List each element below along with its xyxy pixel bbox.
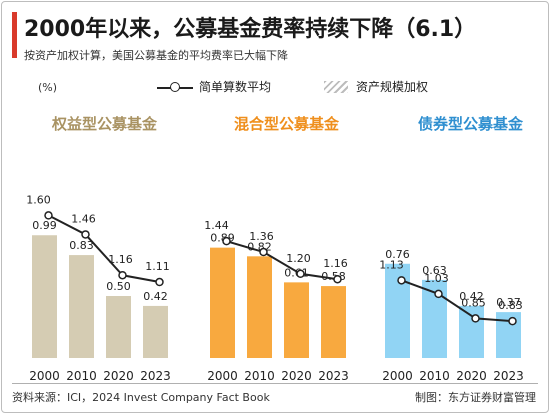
unit-label: (%) <box>38 81 58 94</box>
line-value-label: 1.44 <box>204 219 229 232</box>
bar-value-label: 0.76 <box>385 248 410 261</box>
bar <box>32 235 57 358</box>
x-tick-label: 2023 <box>493 369 524 383</box>
panel-title-hybrid: 混合型公募基金 <box>234 115 340 133</box>
x-tick-label: 2000 <box>382 369 413 383</box>
bar-value-label: 0.83 <box>69 239 94 252</box>
bar <box>496 312 521 358</box>
bar-value-label: 0.99 <box>32 219 57 232</box>
line-value-label: 1.03 <box>424 272 449 285</box>
x-tick-label: 2010 <box>419 369 450 383</box>
title-accent-bar <box>12 12 17 58</box>
legend-bar-label: 资产规模加权 <box>356 80 429 94</box>
line-point <box>296 269 305 279</box>
line-value-label: 1.20 <box>286 252 311 265</box>
line-point <box>434 289 443 299</box>
line-value-label: 1.16 <box>108 253 133 266</box>
bar <box>143 305 168 358</box>
line-value-label: 1.36 <box>249 230 274 243</box>
bar-value-label: 0.63 <box>422 264 447 277</box>
line-point <box>508 316 517 326</box>
panel-title-bond: 债券型公募基金 <box>418 115 524 133</box>
bar <box>459 305 484 358</box>
line-value-label: 0.85 <box>461 296 486 309</box>
bar-value-label: 0.37 <box>496 296 521 309</box>
bar-value-label: 0.42 <box>459 290 484 303</box>
line-marker-icon <box>157 81 193 93</box>
footer-source: 资料来源：ICI，2024 Invest Company Fact Book <box>12 391 270 404</box>
footer-divider <box>12 383 538 384</box>
legend-line-label: 简单算数平均 <box>199 80 272 94</box>
line-point <box>333 274 342 284</box>
bar <box>247 256 272 358</box>
line-point <box>81 230 90 239</box>
line-point <box>118 270 127 280</box>
panel-title-equity: 权益型公募基金 <box>52 115 158 133</box>
line-value-label: 0.83 <box>498 299 523 312</box>
line-point <box>259 247 268 257</box>
line-value-label: 1.60 <box>26 193 51 206</box>
line-point <box>471 314 480 323</box>
line-value-label: 1.13 <box>379 258 404 271</box>
x-tick-label: 2000 <box>29 369 60 383</box>
series-line <box>401 279 513 323</box>
x-tick-label: 2020 <box>456 369 487 383</box>
footer-credit: 制图：东方证券财富管理 <box>415 391 536 404</box>
chart-subtitle: 按资产加权计算，美国公募基金的平均费率已大幅下降 <box>24 49 288 62</box>
bar-value-label: 0.50 <box>106 280 131 293</box>
line-value-label: 1.46 <box>71 212 96 225</box>
bar-value-label: 0.42 <box>143 290 168 303</box>
bar <box>69 255 94 358</box>
hatch-swatch-icon <box>324 80 348 93</box>
bar <box>106 296 131 358</box>
x-tick-label: 2020 <box>103 369 134 383</box>
bar <box>284 282 309 358</box>
x-tick-label: 2000 <box>207 369 238 383</box>
x-tick-label: 2023 <box>318 369 349 383</box>
line-value-label: 1.11 <box>145 260 170 273</box>
line-value-label: 1.16 <box>323 257 348 270</box>
line-point <box>222 236 231 246</box>
line-point <box>44 211 53 220</box>
legend-line: 简单算数平均 <box>157 78 271 95</box>
x-tick-label: 2023 <box>140 369 171 383</box>
x-tick-label: 2020 <box>281 369 312 383</box>
legend-bar: 资产规模加权 <box>324 78 428 95</box>
bar <box>210 247 235 358</box>
x-tick-label: 2010 <box>66 369 97 383</box>
series-line <box>226 240 338 281</box>
line-point <box>155 277 164 287</box>
x-tick-label: 2010 <box>244 369 275 383</box>
bar <box>321 286 346 358</box>
chart-title: 2000年以来，公募基金费率持续下降（6.1） <box>24 17 477 42</box>
series-line <box>48 214 160 284</box>
bar <box>385 263 410 358</box>
line-point <box>397 276 406 285</box>
